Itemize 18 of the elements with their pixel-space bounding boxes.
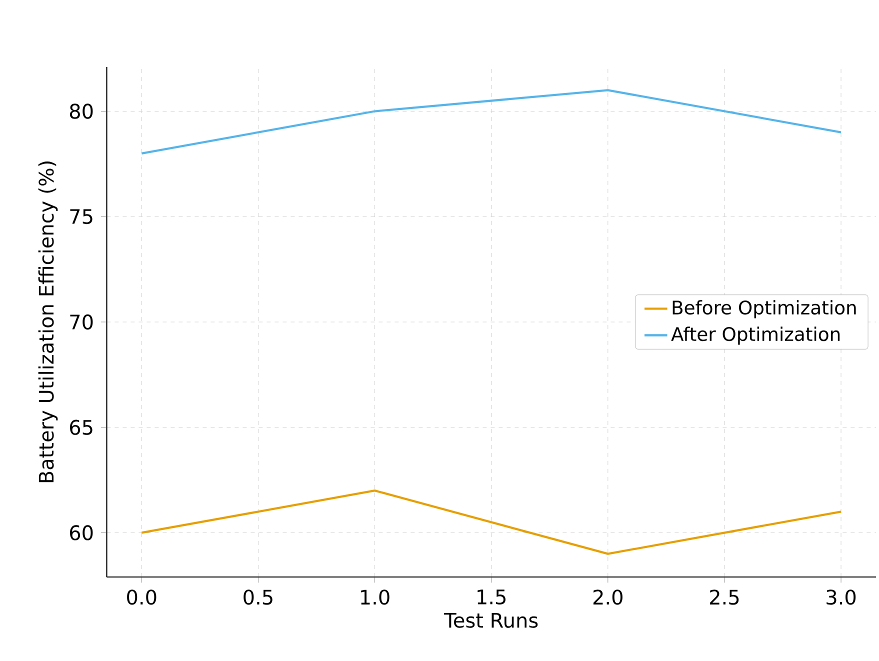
y-tick-label: 80: [70, 104, 93, 119]
legend-label: After Optimization: [671, 326, 840, 345]
legend-label: Before Optimization: [672, 300, 856, 318]
y-axis-title: Battery Utilization Efficiency (%): [38, 162, 58, 482]
x-axis-title: Test Runs: [444, 613, 538, 628]
x-tick-label: 0.0: [127, 590, 156, 605]
line-series: [140, 490, 842, 555]
x-tick-label: 1.5: [478, 590, 506, 604]
y-tick-label: 65: [70, 420, 92, 435]
x-tick-label: 2.0: [593, 590, 622, 605]
y-tick-label: 60: [70, 525, 93, 540]
x-tick-label: 2.5: [710, 590, 739, 605]
y-tick-label: 75: [70, 209, 92, 224]
x-tick-label: 0.5: [244, 590, 272, 605]
x-tick-label: 3.0: [826, 590, 856, 605]
y-tick-label: 70: [70, 314, 93, 330]
x-tick-label: 1.0: [361, 590, 390, 605]
line-series: [140, 89, 842, 154]
